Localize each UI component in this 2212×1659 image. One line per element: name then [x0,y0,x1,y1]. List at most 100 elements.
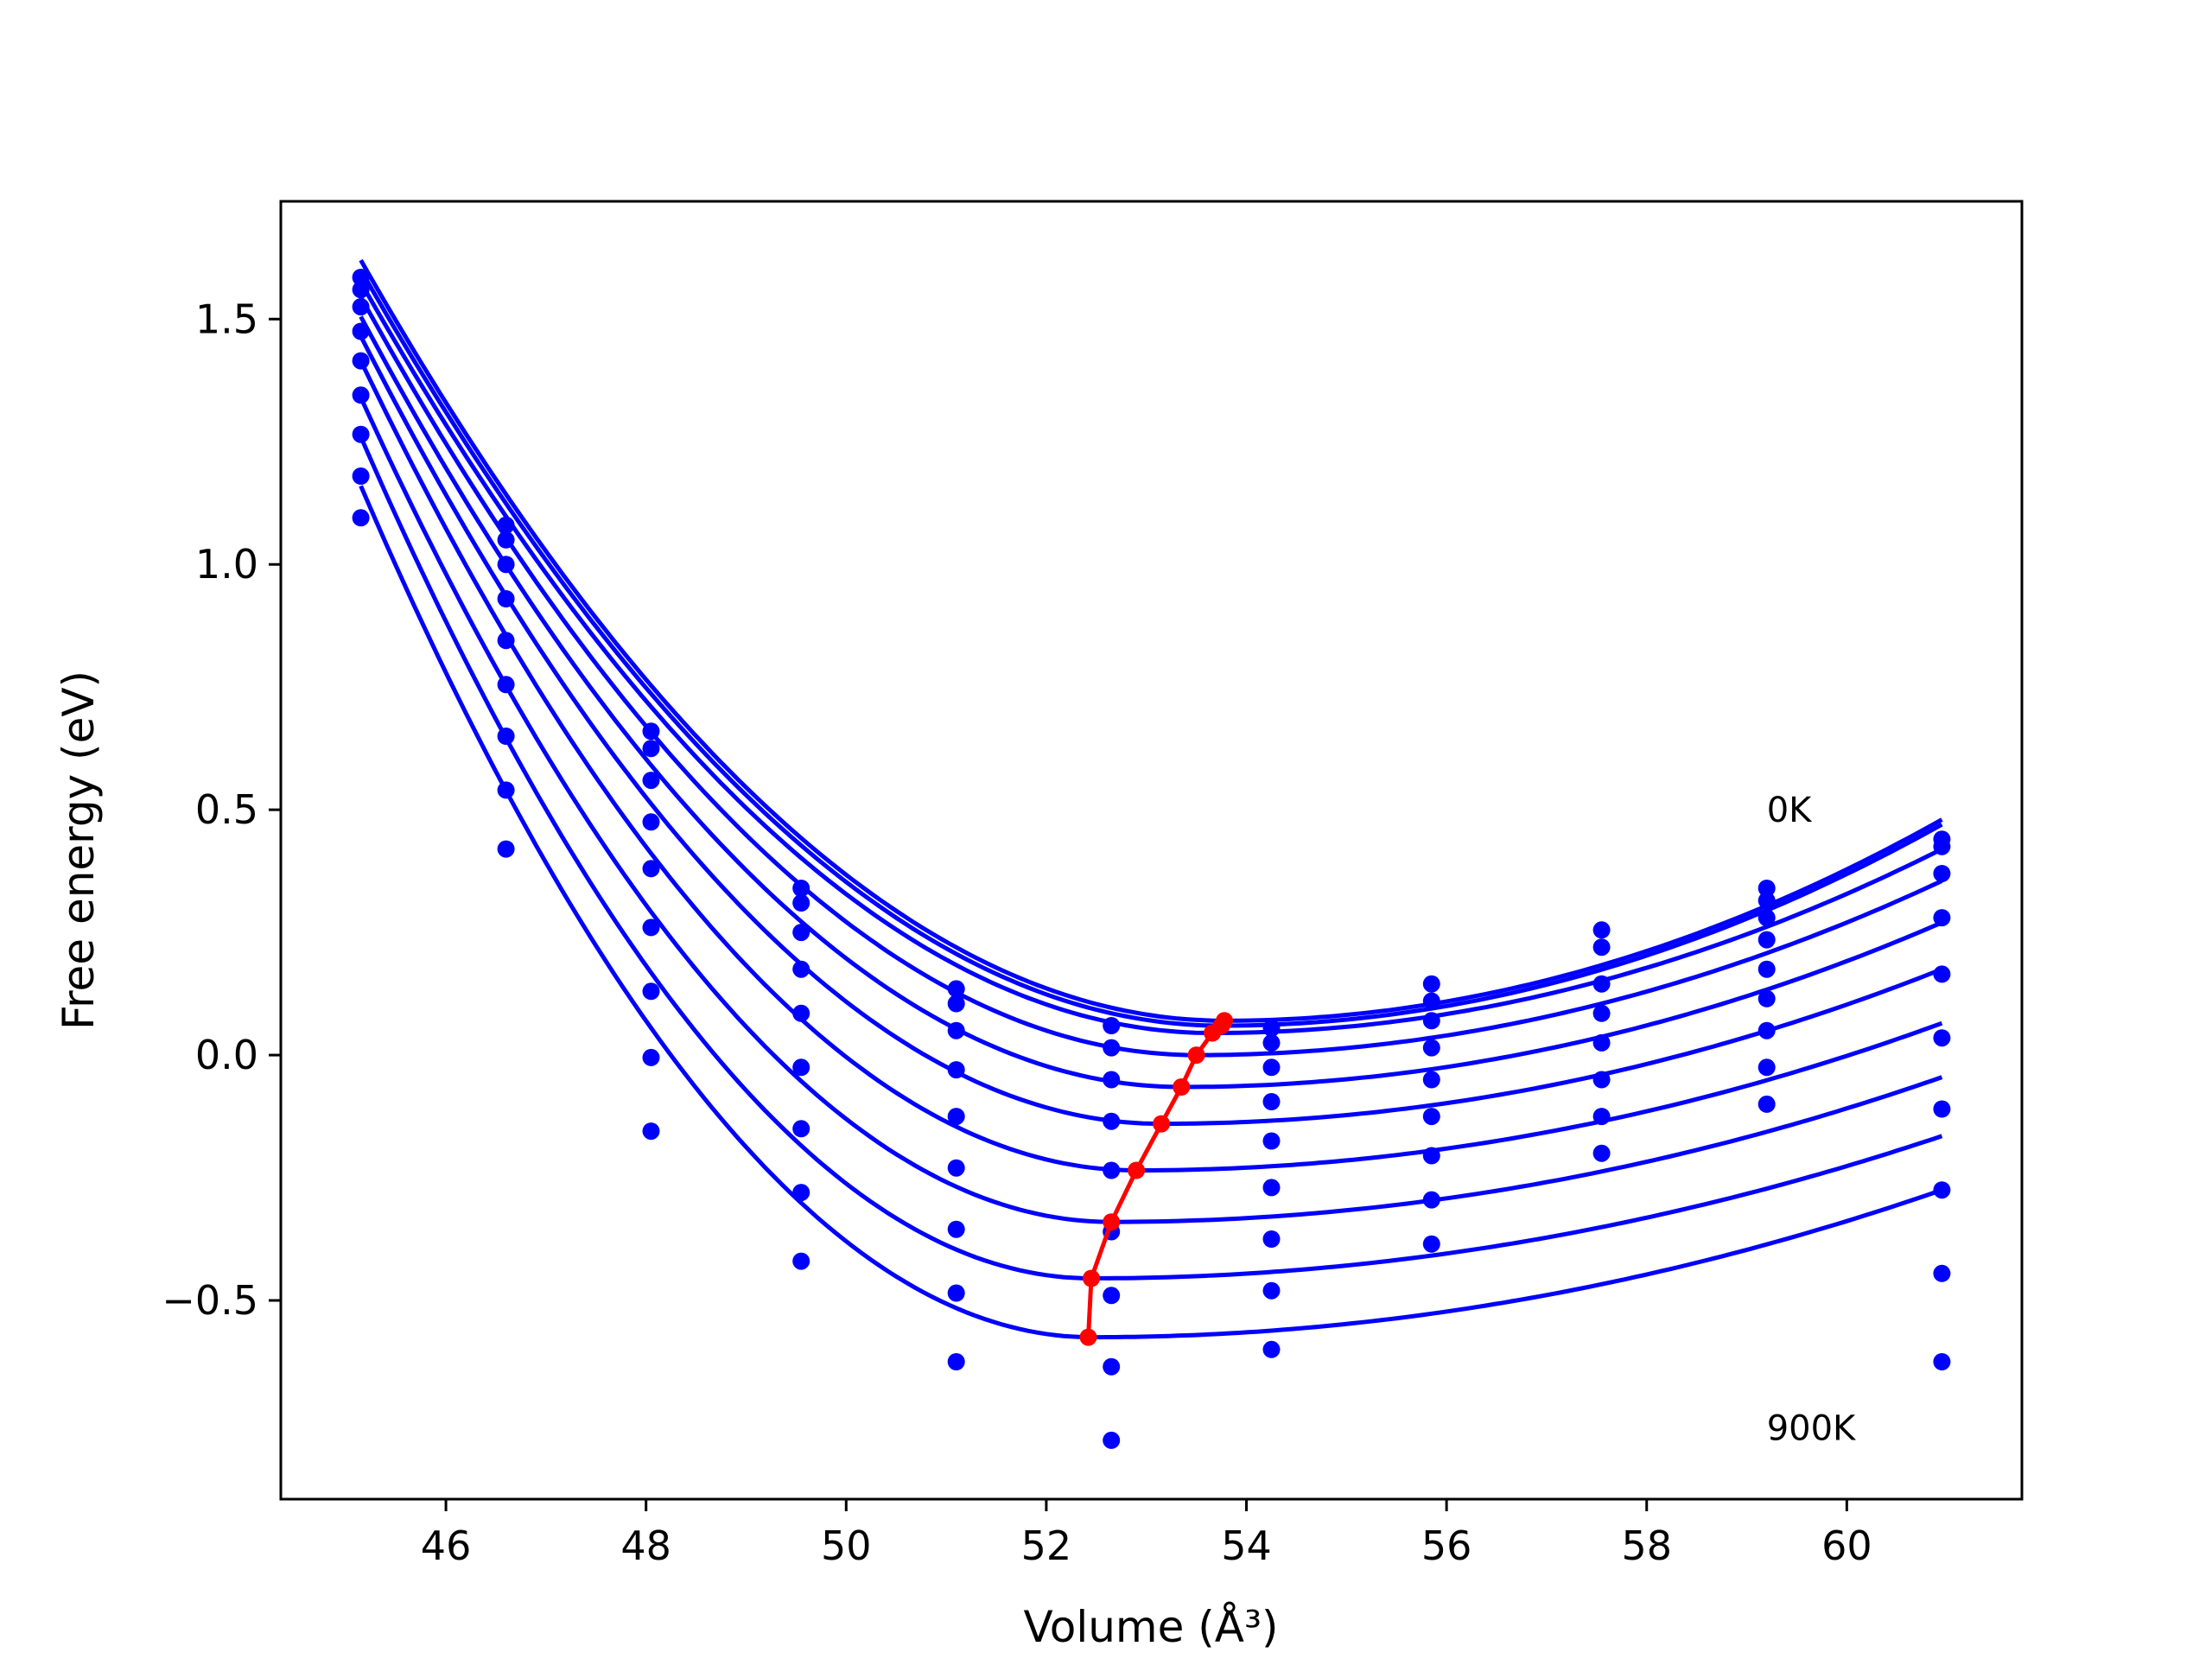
data-point [1758,892,1776,910]
data-point [947,1159,965,1177]
data-point [642,740,660,758]
data-point [947,1108,965,1126]
x-tick-label: 48 [620,1522,671,1569]
fit-curve-4 [359,315,1943,1090]
fit-curve-3 [359,296,1943,1058]
y-tick-label: 1.0 [195,541,258,588]
minimum-point [1187,1046,1205,1065]
data-point [1592,1108,1611,1126]
plot-frame [279,200,2024,1501]
y-tick-label: 1.5 [195,296,258,342]
data-point [1758,931,1776,949]
data-point [352,298,370,316]
data-point [1592,975,1611,993]
minimum-point [1128,1161,1146,1179]
data-point [1422,1039,1440,1057]
x-tick-label: 60 [1821,1522,1872,1569]
data-point [1422,1012,1440,1030]
data-point [1933,1264,1951,1282]
data-point [1933,1029,1951,1047]
data-point [1262,1281,1281,1300]
y-axis-ticks: −0.5 0.0 0.5 1.0 1.5 [162,296,281,1324]
data-point [1592,1071,1611,1089]
x-tick-label: 52 [1021,1522,1072,1569]
data-point [947,1284,965,1302]
data-point [497,556,515,574]
data-point [1422,1108,1440,1126]
data-point [792,894,810,912]
data-point [1103,1161,1121,1179]
data-point [792,1004,810,1022]
data-point [497,728,515,745]
data-point [642,918,660,937]
data-point [1262,1179,1281,1197]
y-tick-label: −0.5 [162,1277,258,1324]
data-point [947,980,965,998]
data-point [352,467,370,485]
data-point [497,840,515,858]
data-point [642,860,660,878]
data-point [642,1122,660,1141]
data-point [947,995,965,1013]
data-point [1103,1112,1121,1130]
data-point [642,772,660,790]
annotation-0k: 0K [1767,791,1813,830]
data-point [497,676,515,694]
data-point [792,1252,810,1270]
fit-curve-6 [359,359,1943,1173]
y-tick-label: 0.5 [195,786,258,833]
fit-curve-1 [359,269,1943,1028]
data-point [1758,880,1776,897]
data-point [1758,1021,1776,1039]
data-point [1103,1017,1121,1034]
data-point [1592,1144,1611,1162]
data-point [497,632,515,650]
x-tick-label: 54 [1221,1522,1272,1569]
x-tick-label: 58 [1621,1522,1672,1569]
data-point [497,590,515,607]
x-tick-label: 56 [1421,1522,1472,1569]
y-axis-label: Free energy (eV) [54,671,104,1030]
data-point [642,982,660,1001]
data-point [1933,1100,1951,1118]
data-point [1933,1353,1951,1370]
data-point [792,1058,810,1077]
data-point [1758,989,1776,1007]
data-point [1103,1431,1121,1449]
minimum-point [1079,1328,1097,1346]
data-point [792,924,810,942]
data-point [497,516,515,534]
data-point [352,509,370,527]
minimum-point [1153,1115,1171,1133]
data-point [352,425,370,443]
annotation-900k: 900K [1767,1409,1857,1449]
data-point [1262,1019,1281,1037]
data-point [1262,1033,1281,1052]
data-point [1262,1132,1281,1150]
x-tick-label: 46 [421,1522,472,1569]
fit-curves [359,258,1943,1340]
data-point [1103,1039,1121,1057]
data-point [947,1021,965,1039]
data-points [352,269,1951,1449]
fit-curve-7 [359,397,1943,1224]
data-point [1933,865,1951,882]
data-point [1933,909,1951,927]
data-point [1422,1071,1440,1089]
data-point [792,960,810,978]
data-point [1262,1230,1281,1248]
data-point [1422,1147,1440,1165]
data-point [1758,909,1776,927]
data-point [497,531,515,549]
data-point [947,1353,965,1370]
data-point [1758,1095,1776,1113]
data-point [1592,938,1611,957]
data-point [642,1048,660,1066]
data-point [497,781,515,799]
data-point [1422,1191,1440,1209]
x-axis-ticks: 46 48 50 52 54 56 58 60 [421,1499,1872,1569]
x-axis-label: Volume (Å³) [1023,1602,1278,1652]
data-point [1758,960,1776,978]
data-point [1262,1093,1281,1110]
data-point [792,1120,810,1138]
